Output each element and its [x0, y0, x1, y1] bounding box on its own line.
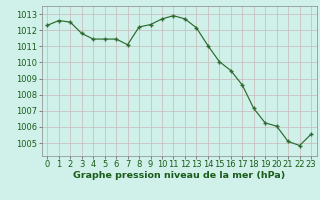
X-axis label: Graphe pression niveau de la mer (hPa): Graphe pression niveau de la mer (hPa): [73, 171, 285, 180]
